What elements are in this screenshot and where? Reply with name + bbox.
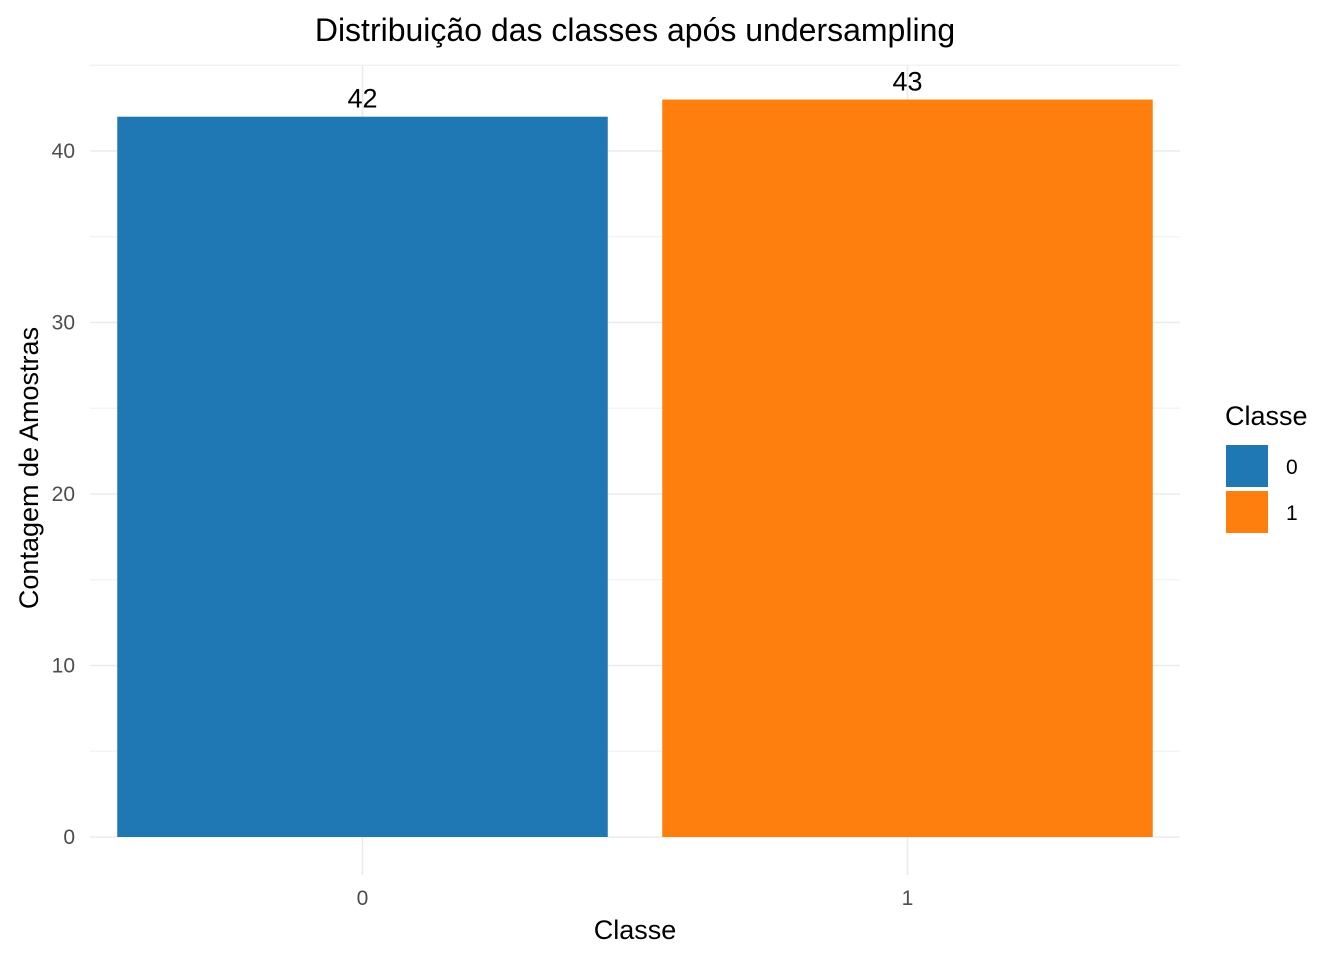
y-axis-title: Contagem de Amostras xyxy=(14,327,44,609)
legend-label: 1 xyxy=(1286,502,1298,525)
bar-class-0 xyxy=(117,116,608,837)
data-labels: 42 43 xyxy=(347,67,922,114)
x-tick-label: 1 xyxy=(902,887,914,910)
y-tick-label: 10 xyxy=(52,655,75,678)
y-tick-label: 30 xyxy=(52,312,75,335)
y-tick-label: 20 xyxy=(52,483,75,506)
bar-value-label: 42 xyxy=(347,84,377,114)
x-tick-label: 0 xyxy=(357,887,369,910)
y-tick-label: 0 xyxy=(63,826,75,849)
legend-label: 0 xyxy=(1286,456,1298,479)
x-axis-title: Classe xyxy=(594,915,677,945)
bar-value-label: 43 xyxy=(892,67,922,97)
bars xyxy=(117,99,1153,838)
legend-entries: 01 xyxy=(1226,445,1298,533)
y-axis-ticks: 0 10 20 30 40 xyxy=(52,140,75,849)
legend: Classe 01 xyxy=(1225,401,1308,533)
legend-title: Classe xyxy=(1225,401,1308,431)
chart-title: Distribuição das classes após undersampl… xyxy=(315,12,955,48)
bar-class-1 xyxy=(662,99,1153,838)
legend-swatch-0 xyxy=(1226,445,1268,487)
y-tick-label: 40 xyxy=(52,140,75,163)
legend-swatch-1 xyxy=(1226,491,1268,533)
